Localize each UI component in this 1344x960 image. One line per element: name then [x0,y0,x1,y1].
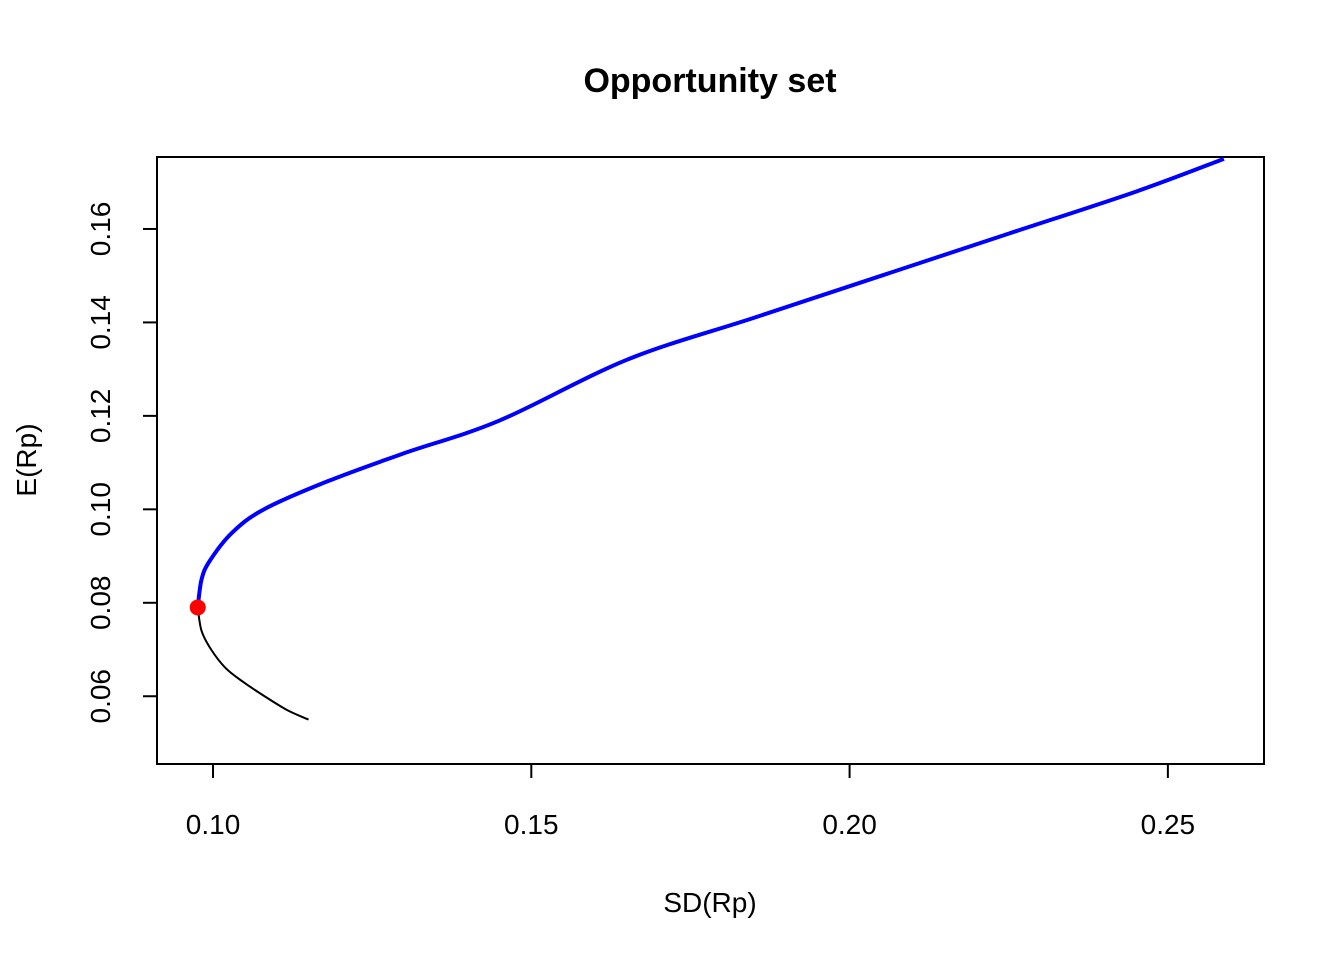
y-tick-label: 0.08 [85,576,116,631]
x-tick-label: 0.20 [822,809,877,840]
y-tick-label: 0.14 [85,295,116,350]
y-axis-label: E(Rp) [11,423,42,496]
chart-title: Opportunity set [583,62,836,100]
x-axis: 0.10 0.15 0.20 0.25 [186,763,1196,840]
y-tick-label: 0.10 [85,482,116,537]
plot-frame [156,156,1265,765]
x-tick-label: 0.15 [504,809,559,840]
x-tick-label: 0.10 [186,809,241,840]
efficient-frontier-line [195,156,1225,608]
inefficient-frontier-line [196,607,309,721]
x-axis-label: SD(Rp) [663,887,756,918]
y-tick-label: 0.06 [85,669,116,724]
min-variance-point [189,599,206,616]
y-axis: 0.06 0.08 0.10 0.12 0.14 0.16 [85,202,158,724]
series-layer [189,156,1225,721]
y-tick-label: 0.16 [85,202,116,256]
y-tick-label: 0.12 [85,389,116,444]
x-tick-label: 0.25 [1141,809,1196,840]
